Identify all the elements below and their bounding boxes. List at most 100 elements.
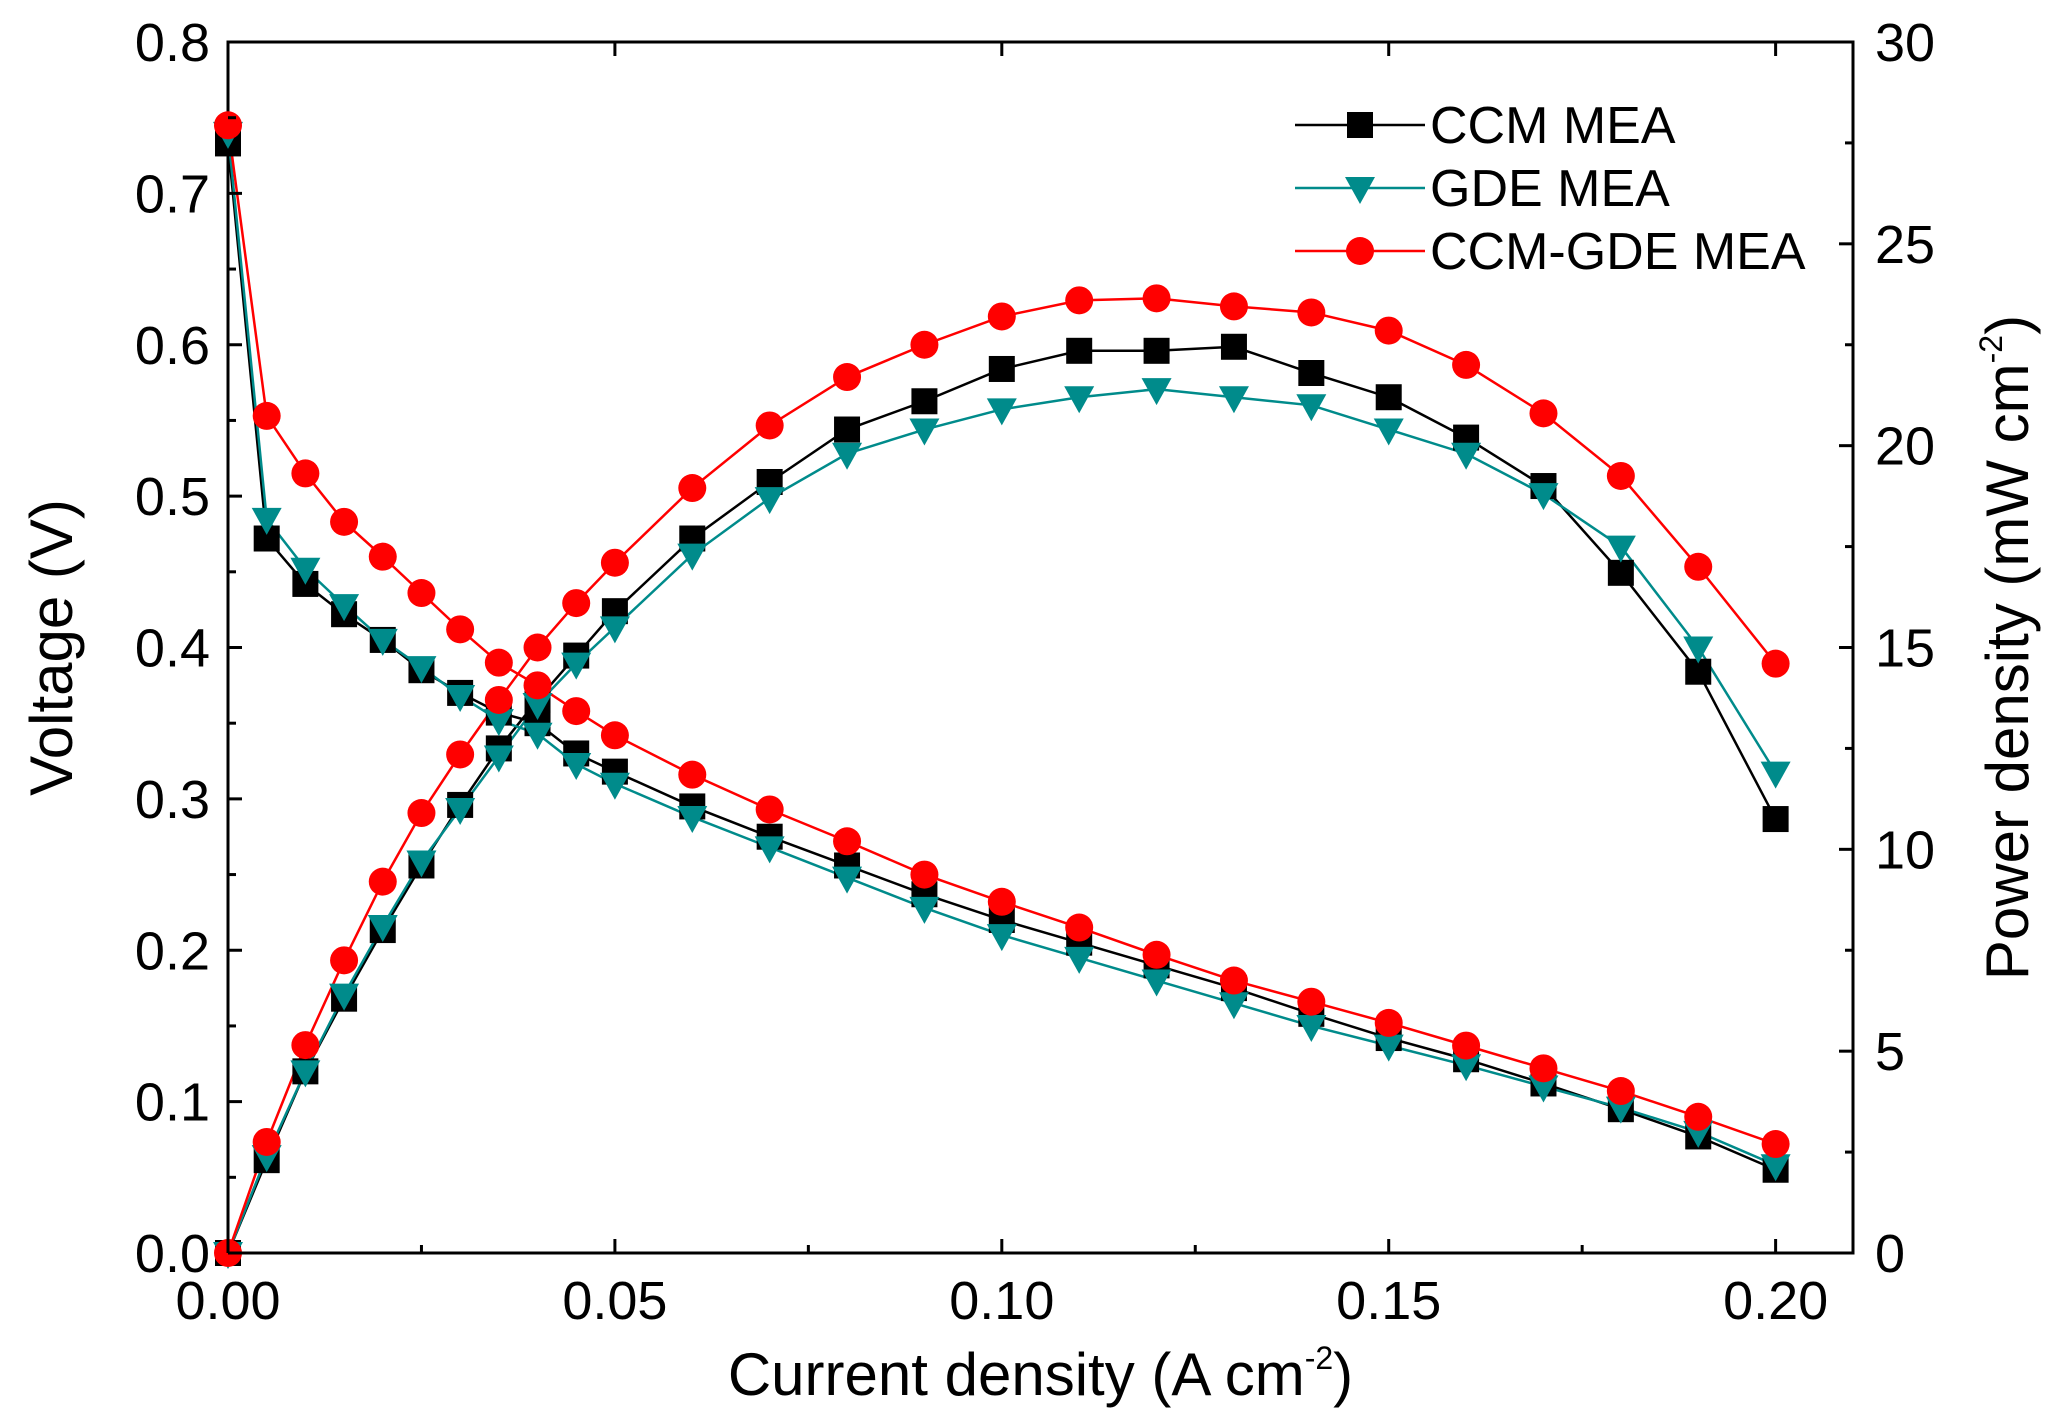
power-point-ccm-gde: [600, 548, 629, 577]
power-point-ccm: [1220, 333, 1247, 360]
power-point-gde: [1528, 483, 1559, 511]
y-left-tick-label: 0.0: [135, 1224, 210, 1284]
series-layer: [213, 111, 1791, 1269]
legend-marker-ccm: [1347, 112, 1373, 138]
power-point-gde: [1141, 378, 1172, 406]
x-axis-title-main: Current density (A cm: [728, 1341, 1305, 1408]
voltage-point-ccm-gde: [252, 401, 281, 430]
x-axis-title: Current density (A cm-2): [728, 1340, 1353, 1408]
y-left-tick-label: 0.8: [135, 13, 210, 73]
power-point-ccm: [1375, 384, 1402, 411]
voltage-point-ccm-gde: [214, 111, 242, 140]
power-point-ccm: [1298, 360, 1325, 387]
y-left-tick-label: 0.6: [135, 316, 210, 376]
voltage-point-ccm-gde: [291, 459, 320, 488]
voltage-point-gde: [445, 684, 476, 712]
y-left-tick-label: 0.5: [135, 467, 210, 527]
power-point-gde: [1373, 418, 1404, 446]
voltage-point-gde: [1373, 1034, 1404, 1062]
legend-marker-shape-ccm-gde: [1346, 237, 1374, 265]
voltage-point-gde: [406, 656, 437, 684]
voltage-point-ccm-gde: [1374, 1008, 1403, 1037]
y-right-tick-label: 10: [1875, 820, 1935, 880]
voltage-point-ccm-gde: [1606, 1077, 1635, 1106]
power-point-ccm-gde: [1297, 298, 1326, 327]
power-point-ccm-gde: [1529, 399, 1558, 428]
voltage-point-gde: [1296, 1014, 1327, 1042]
power-point-ccm: [1762, 806, 1789, 833]
x-axis-title-end: ): [1333, 1341, 1353, 1408]
y-right-tick-label: 15: [1875, 619, 1935, 679]
voltage-point-ccm-gde: [562, 697, 591, 726]
voltage-point-ccm-gde: [484, 648, 513, 677]
y-left-tick-label: 0.7: [135, 164, 210, 224]
y-right-tick-label: 5: [1875, 1022, 1905, 1082]
voltage-point-gde: [1064, 946, 1095, 974]
power-point-ccm: [988, 355, 1015, 382]
power-point-ccm-gde: [987, 302, 1016, 331]
power-point-gde: [1296, 394, 1327, 422]
voltage-point-gde: [251, 507, 282, 535]
legend-marker-ccm-gde: [1346, 237, 1374, 265]
legend-label-gde: GDE MEA: [1430, 160, 1670, 218]
power-point-gde: [1218, 386, 1249, 414]
voltage-point-gde: [290, 557, 321, 585]
voltage-point-gde: [677, 806, 708, 834]
power-point-gde: [445, 797, 476, 825]
voltage-point-ccm-gde: [1529, 1054, 1558, 1083]
y-right-axis-title-main: Power density (mW cm: [1974, 363, 2041, 980]
voltage-point-ccm-gde: [678, 760, 707, 789]
y-right-tick-label: 30: [1875, 13, 1935, 73]
power-point-ccm-gde: [833, 363, 862, 392]
x-tick-label: 0.20: [1723, 1271, 1828, 1331]
legend-marker-gde: [1345, 177, 1375, 204]
x-tick-label: 0.05: [562, 1271, 667, 1331]
x-tick-label: 0.00: [175, 1271, 280, 1331]
y-right-axis-title-sup: -2: [1973, 335, 2009, 363]
power-point-gde: [329, 983, 360, 1011]
voltage-point-gde: [1605, 1096, 1636, 1124]
voltage-point-gde: [599, 772, 630, 800]
power-point-ccm-gde: [330, 946, 359, 975]
y-right-tick-label: 20: [1875, 417, 1935, 477]
power-point-gde: [599, 616, 630, 644]
power-point-gde: [677, 543, 708, 571]
power-point-ccm-gde: [755, 411, 784, 440]
voltage-point-gde: [1451, 1054, 1482, 1082]
power-point-gde: [406, 850, 437, 878]
power-point-gde: [290, 1060, 321, 1088]
voltage-point-ccm-gde: [1065, 913, 1094, 942]
power-point-ccm: [1143, 337, 1170, 364]
power-point-ccm-gde: [252, 1127, 281, 1156]
voltage-point-gde: [561, 753, 592, 781]
power-point-ccm-gde: [368, 867, 397, 896]
voltage-point-gde: [754, 836, 785, 864]
voltage-point-ccm-gde: [910, 860, 939, 889]
power-point-gde: [367, 915, 398, 943]
power-point-gde: [1451, 442, 1482, 470]
voltage-point-gde: [1528, 1075, 1559, 1103]
power-point-gde: [1064, 386, 1095, 414]
voltage-point-gde: [909, 896, 940, 924]
y-right-tick-label: 0: [1875, 1224, 1905, 1284]
voltage-point-ccm-gde: [523, 671, 552, 700]
voltage-point-ccm-gde: [1297, 987, 1326, 1016]
power-point-ccm-gde: [523, 633, 552, 662]
voltage-point-gde: [1218, 992, 1249, 1020]
series-markers-gde: [213, 121, 1791, 1269]
power-point-gde: [522, 693, 553, 721]
voltage-point-ccm-gde: [368, 542, 397, 571]
voltage-point-ccm-gde: [1684, 1102, 1713, 1131]
y-left-axis-ticks: 0.0 0.1 0.2 0.3 0.4 0.5 0.6 0.7 0.8: [135, 13, 242, 1284]
power-point-ccm-gde: [484, 685, 513, 714]
power-point-ccm-gde: [1606, 461, 1635, 490]
voltage-point-gde: [367, 628, 398, 656]
legend-item-gde: GDE MEA: [1295, 160, 1670, 218]
power-point-ccm-gde: [1374, 316, 1403, 345]
x-axis-ticks: 0.00 0.05 0.10 0.15 0.20: [175, 42, 1828, 1331]
x-tick-label: 0.10: [949, 1271, 1054, 1331]
voltage-point-ccm-gde: [1142, 940, 1171, 969]
legend-marker-shape-ccm: [1347, 112, 1373, 138]
